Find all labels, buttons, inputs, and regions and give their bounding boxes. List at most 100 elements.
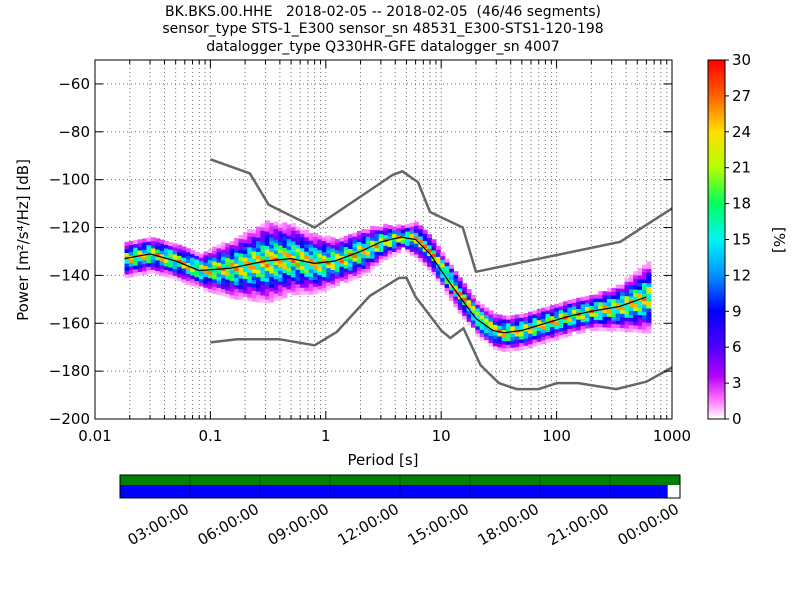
heatmap-cell bbox=[225, 250, 231, 255]
heatmap-cell bbox=[326, 282, 332, 287]
heatmap-cell bbox=[295, 280, 301, 285]
heatmap-cell bbox=[260, 266, 266, 271]
heatmap-cell bbox=[501, 333, 507, 338]
heatmap-cell bbox=[278, 281, 283, 286]
heatmap-cell bbox=[637, 278, 643, 283]
heatmap-cell bbox=[602, 302, 608, 306]
heatmap-cell bbox=[343, 275, 349, 280]
heatmap-cell bbox=[444, 265, 450, 270]
heatmap-cell bbox=[168, 242, 174, 247]
heatmap-cell bbox=[585, 317, 590, 322]
heatmap-cell bbox=[172, 254, 178, 259]
heatmap-cell bbox=[606, 298, 612, 303]
heatmap-cell bbox=[633, 317, 639, 322]
heatmap-cell bbox=[313, 254, 319, 259]
heatmap-cell bbox=[212, 264, 218, 269]
heatmap-cell bbox=[501, 340, 507, 345]
heatmap-cell bbox=[264, 259, 270, 264]
heatmap-cell bbox=[370, 261, 376, 266]
heatmap-cell bbox=[427, 255, 433, 260]
heatmap-cell bbox=[431, 264, 437, 269]
heatmap-cell bbox=[295, 258, 301, 263]
heatmap-cell bbox=[571, 305, 577, 310]
heatmap-cell bbox=[422, 244, 428, 249]
heatmap-cell bbox=[247, 239, 253, 244]
heatmap-cell bbox=[466, 299, 472, 304]
availability-top-strip bbox=[120, 475, 680, 485]
heatmap-cell bbox=[256, 248, 261, 252]
heatmap-cell bbox=[528, 344, 533, 348]
heatmap-cell bbox=[128, 262, 134, 267]
heatmap-cell bbox=[457, 284, 463, 289]
heatmap-cell bbox=[580, 325, 586, 330]
heatmap-cell bbox=[304, 233, 310, 238]
heatmap-cell bbox=[251, 287, 257, 291]
heatmap-cell bbox=[378, 240, 384, 245]
heatmap-cell bbox=[282, 225, 288, 230]
heatmap-cell bbox=[365, 261, 371, 266]
heatmap-cell bbox=[304, 272, 310, 277]
heatmap-cell bbox=[523, 316, 529, 321]
heatmap-cell bbox=[427, 237, 433, 242]
heatmap-cell bbox=[247, 232, 253, 237]
heatmap-cell bbox=[278, 227, 283, 232]
heatmap-cell bbox=[510, 315, 516, 320]
heatmap-cell bbox=[207, 284, 213, 289]
heatmap-cell bbox=[278, 295, 283, 300]
heatmap-cell bbox=[374, 244, 380, 249]
heatmap-cell bbox=[646, 275, 652, 280]
heatmap-cell bbox=[251, 279, 257, 284]
heatmap-cell bbox=[611, 302, 617, 307]
heatmap-cell bbox=[620, 313, 626, 318]
heatmap-cell bbox=[313, 286, 319, 291]
heatmap-cell bbox=[212, 268, 218, 273]
heatmap-cell bbox=[177, 259, 183, 264]
colorbar-tick-label: 9 bbox=[732, 302, 742, 320]
heatmap-cell bbox=[370, 258, 376, 263]
heatmap-cell bbox=[133, 268, 139, 273]
heatmap-cell bbox=[378, 258, 384, 263]
heatmap-cell bbox=[637, 307, 643, 312]
heatmap-cell bbox=[137, 239, 143, 244]
heatmap-cell bbox=[628, 321, 634, 326]
heatmap-cell bbox=[624, 299, 630, 304]
heatmap-cell bbox=[299, 247, 305, 252]
heatmap-cell bbox=[405, 231, 411, 236]
heatmap-cell bbox=[435, 270, 441, 275]
heatmap-cell bbox=[203, 255, 209, 259]
heatmap-cell bbox=[427, 266, 433, 271]
heatmap-cell bbox=[528, 318, 533, 323]
heatmap-cell bbox=[216, 265, 222, 270]
heatmap-cell bbox=[326, 278, 332, 283]
heatmap-cell bbox=[168, 270, 174, 275]
heatmap-cell bbox=[492, 328, 498, 332]
heatmap-cell bbox=[506, 322, 511, 327]
heatmap-cell bbox=[606, 287, 612, 292]
x-axis-label: Period [s] bbox=[347, 451, 418, 469]
heatmap-cell bbox=[225, 243, 231, 248]
heatmap-cell bbox=[225, 261, 231, 266]
heatmap-cell bbox=[545, 324, 551, 329]
heatmap-cell bbox=[264, 285, 270, 289]
heatmap-cell bbox=[155, 267, 161, 272]
heatmap-cell bbox=[602, 291, 608, 296]
high-noise-model-line bbox=[209, 158, 673, 274]
heatmap-cell bbox=[580, 318, 586, 323]
heatmap-cell bbox=[598, 319, 604, 324]
heatmap-cell bbox=[247, 236, 253, 241]
heatmap-cell bbox=[549, 330, 555, 335]
heatmap-cell bbox=[637, 314, 643, 319]
heatmap-cell bbox=[291, 269, 297, 274]
heatmap-cell bbox=[492, 317, 498, 322]
heatmap-cell bbox=[585, 324, 590, 329]
y-tick-label: −160 bbox=[49, 314, 90, 332]
heatmap-cell bbox=[514, 314, 520, 319]
heatmap-cell bbox=[177, 244, 183, 249]
heatmap-cell bbox=[528, 329, 533, 334]
heatmap-cell bbox=[435, 278, 441, 283]
heatmap-cell bbox=[571, 323, 577, 328]
heatmap-cell bbox=[286, 264, 292, 268]
heatmap-cell bbox=[466, 289, 472, 294]
heatmap-cell bbox=[492, 320, 498, 325]
heatmap-cell bbox=[286, 249, 292, 254]
